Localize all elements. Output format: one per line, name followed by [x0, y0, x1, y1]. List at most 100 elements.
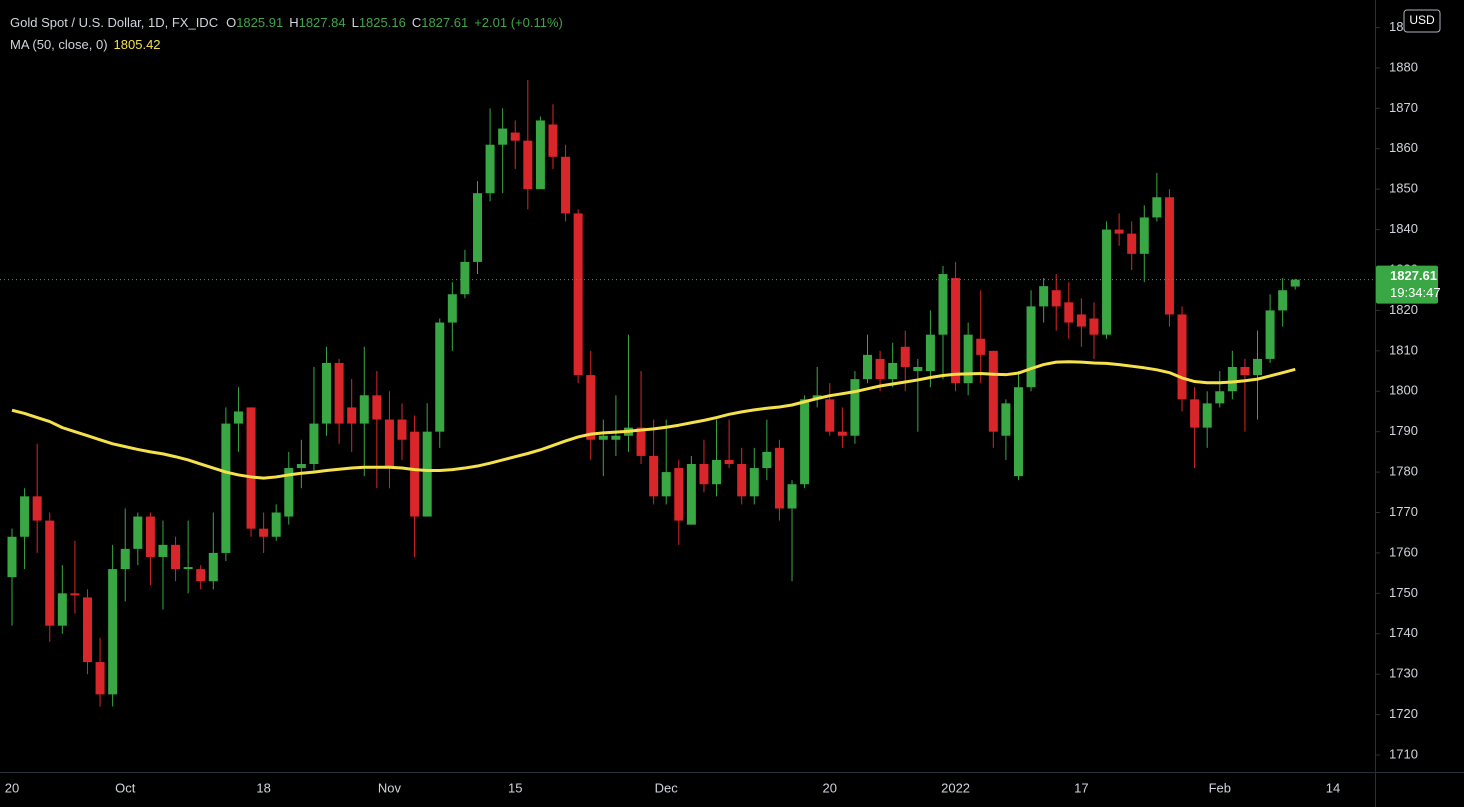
candle-body: [1164, 197, 1174, 315]
candle-body: [749, 468, 759, 497]
x-tick-label: Dec: [655, 780, 679, 795]
x-tick-label: 14: [1326, 780, 1340, 795]
candle-body: [724, 459, 734, 465]
x-tick-label: 18: [256, 780, 270, 795]
candle-body: [1290, 279, 1300, 287]
candle-body: [900, 346, 910, 368]
candle-body: [825, 399, 835, 432]
candle-body: [1013, 387, 1023, 477]
last-price-label: 1827.61: [1390, 268, 1437, 283]
symbol-title: Gold Spot / U.S. Dollar, 1D, FX_IDC: [10, 15, 219, 30]
candle-body: [737, 464, 747, 497]
candle-body: [1202, 403, 1212, 428]
legend-row: MA (50, close, 0) 1805.42: [10, 34, 569, 56]
candle-body: [510, 132, 520, 141]
candles: [7, 80, 1300, 707]
candle-body: [963, 334, 973, 384]
ohlc-value: 1825.16: [358, 15, 406, 30]
candle-body: [875, 358, 885, 380]
candle-body: [649, 455, 659, 497]
y-tick-label: 1770: [1389, 504, 1418, 519]
candle-body: [1190, 399, 1200, 428]
ohlc-value: 1827.84: [298, 15, 346, 30]
candle-body: [1114, 229, 1124, 234]
y-tick-label: 1720: [1389, 706, 1418, 721]
candle-body: [334, 362, 344, 424]
y-tick-label: 1730: [1389, 666, 1418, 681]
candle-body: [712, 459, 722, 485]
candle-body: [636, 427, 646, 456]
moving-average-line: [11, 360, 1296, 480]
candle-body: [787, 484, 797, 509]
candle-body: [246, 407, 256, 529]
y-tick-label: 1820: [1389, 302, 1418, 317]
y-tick-label: 1840: [1389, 221, 1418, 236]
y-tick-label: 1850: [1389, 181, 1418, 196]
candle-body: [57, 593, 67, 626]
candle-body: [259, 528, 269, 537]
x-tick-label: Nov: [378, 780, 402, 795]
candle-body: [221, 423, 231, 553]
candle-body: [1227, 367, 1237, 392]
candle-body: [233, 411, 243, 424]
candle-body: [372, 395, 382, 420]
candle-body: [1265, 310, 1275, 359]
candle-body: [95, 662, 105, 695]
candle-body: [158, 544, 168, 557]
candle-body: [171, 544, 181, 570]
ohlc-key: C: [411, 15, 422, 30]
candle-body: [1240, 367, 1250, 376]
candle-body: [800, 399, 810, 485]
candle-body: [888, 362, 898, 380]
candle-body: [699, 464, 709, 485]
ma-name: MA (50, close, 0): [10, 37, 108, 52]
candle-body: [523, 140, 533, 190]
candle-body: [1076, 314, 1086, 327]
candle-body: [460, 261, 470, 295]
candle-body: [863, 354, 873, 380]
x-tick-label: Oct: [115, 780, 136, 795]
candle-body: [70, 593, 80, 596]
candle-body: [7, 536, 17, 578]
x-tick-label: Feb: [1209, 780, 1231, 795]
candle-body: [145, 516, 155, 557]
candle-body: [1102, 229, 1112, 335]
candle-body: [535, 120, 545, 190]
candle-body: [82, 597, 92, 663]
y-tick-label: 1760: [1389, 544, 1418, 559]
candle-body: [976, 338, 986, 355]
candle-body: [20, 496, 30, 537]
candle-body: [1064, 302, 1074, 323]
ohlc-key: H: [289, 15, 299, 30]
candle-body: [1177, 314, 1187, 400]
candle-body: [1026, 306, 1036, 388]
last-price-badge: [1376, 265, 1438, 304]
candle-body: [913, 367, 923, 372]
candle-body: [133, 516, 143, 549]
ohlc-key: O: [226, 15, 237, 30]
ma-value: 1805.42: [113, 37, 161, 52]
candle-body: [447, 294, 457, 323]
y-tick-label: 1740: [1389, 625, 1418, 640]
candle-body: [32, 496, 42, 521]
countdown-label: 19:34:47: [1390, 285, 1441, 300]
ohlc-key: L: [351, 15, 359, 30]
candle-body: [284, 468, 294, 517]
candle-body: [674, 468, 684, 521]
candle-body: [120, 548, 130, 570]
candle-body: [1001, 403, 1011, 436]
candle-body: [435, 322, 445, 432]
candle-body: [686, 464, 696, 525]
candle-body: [762, 451, 772, 469]
x-tick-label: 15: [508, 780, 522, 795]
candle-body: [309, 423, 319, 465]
candle-body: [1051, 290, 1061, 307]
candle-body: [573, 213, 583, 376]
candle-body: [296, 464, 306, 469]
legend: Gold Spot / U.S. Dollar, 1D, FX_IDC O1825…: [10, 12, 569, 56]
ohlc-value: 1825.91: [236, 15, 284, 30]
candle-body: [208, 552, 218, 582]
candle-body: [485, 144, 495, 194]
candle-body: [498, 128, 508, 145]
